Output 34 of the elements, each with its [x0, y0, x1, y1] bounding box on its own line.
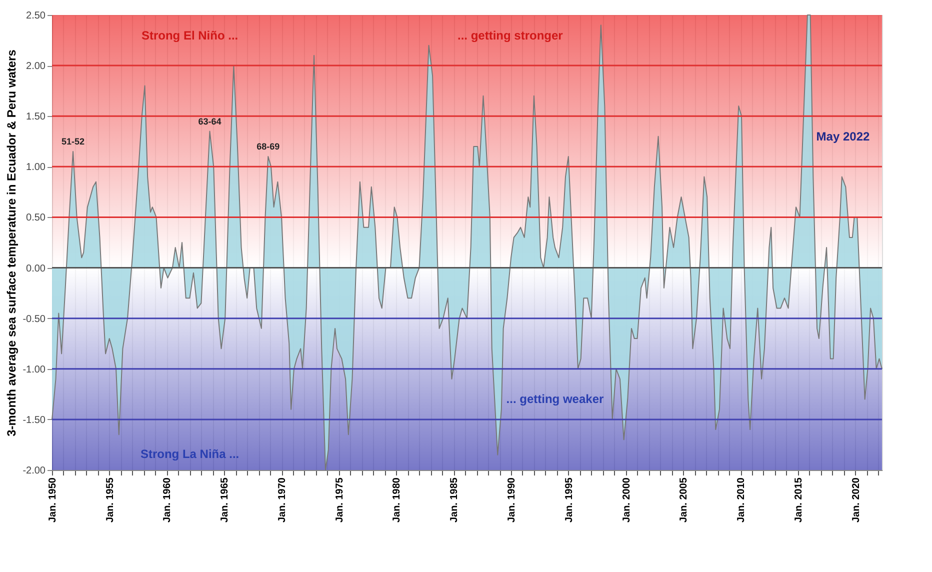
annotation: 68-69 — [256, 142, 280, 152]
x-tick-label: Jan. 1955 — [104, 477, 116, 523]
x-tick-label: Jan. 1990 — [506, 477, 518, 523]
x-tick-label: Jan. 1960 — [162, 477, 174, 523]
y-tick-label: -0.50 — [22, 314, 46, 325]
y-tick-label: 0.50 — [26, 212, 46, 224]
annotation: Strong La Niña ... — [140, 447, 240, 462]
annotation: 51-52 — [62, 136, 85, 146]
x-tick-label: Jan. 2000 — [621, 477, 632, 523]
x-tick-label: Jan. 1985 — [449, 477, 460, 523]
x-tick-label: Jan. 2005 — [678, 477, 690, 523]
y-tick-label: -1.00 — [22, 364, 46, 376]
y-tick-label: 1.00 — [26, 162, 46, 174]
x-tick-label: Jan. 1975 — [334, 477, 346, 523]
y-tick-label: 0.00 — [26, 263, 46, 274]
y-tick-label: 2.00 — [26, 61, 46, 72]
x-tick-label: Jan. 2015 — [793, 477, 804, 523]
x-tick-label: Jan. 2020 — [850, 477, 862, 523]
annotation: ... getting weaker — [506, 392, 604, 406]
y-tick-label: 2.50 — [26, 10, 46, 22]
y-tick-label: -1.50 — [22, 414, 46, 426]
y-axis-title: 3-month average sea surface temperature in Ecuador & Peru waters — [4, 49, 19, 436]
x-tick-label: Jan. 1970 — [277, 477, 288, 523]
x-tick-label: Jan. 1950 — [48, 477, 58, 523]
y-tick-label: -2.00 — [22, 466, 46, 476]
annotation: ... getting stronger — [457, 28, 564, 42]
y-tick-label: 1.50 — [26, 112, 46, 123]
annotation: Strong El Niño ... — [141, 28, 238, 42]
x-tick-label: Jan. 1980 — [392, 477, 403, 523]
x-tick-label: Jan. 2010 — [736, 477, 748, 523]
x-tick-label: Jan. 1965 — [220, 477, 231, 523]
annotation: 63-64 — [198, 116, 222, 126]
annotation: May 2022 — [816, 129, 870, 144]
x-tick-label: Jan. 1995 — [564, 477, 575, 523]
